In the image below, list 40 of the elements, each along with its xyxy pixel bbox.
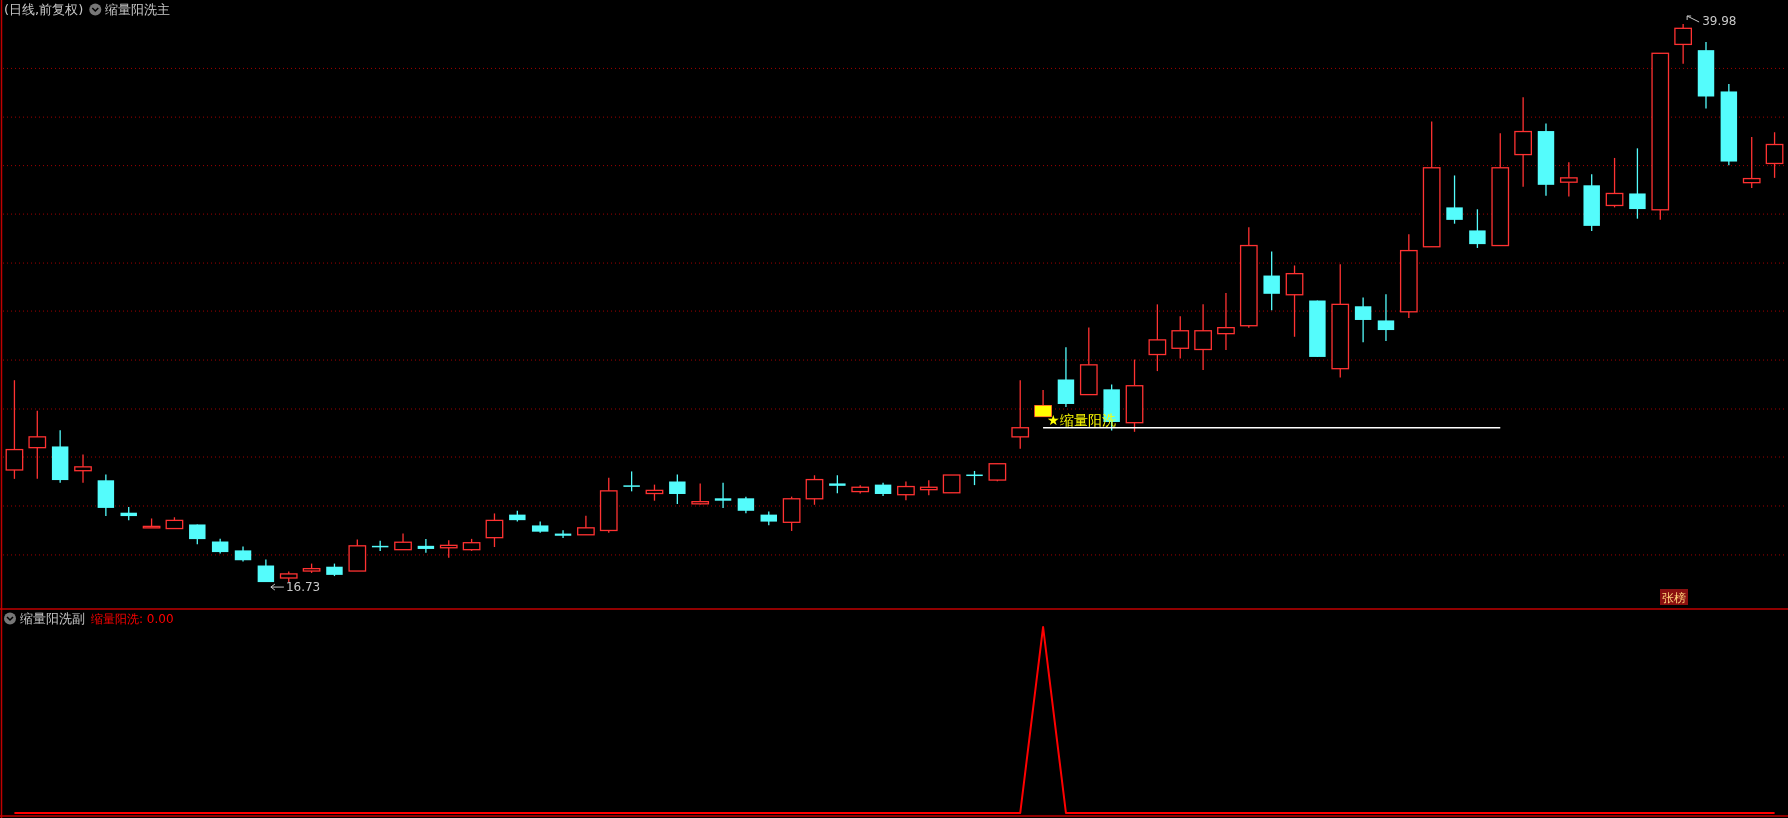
- annotation: 16.73: [285, 580, 321, 595]
- candlestick: [714, 482, 732, 509]
- candlestick: [1742, 136, 1761, 189]
- candlestick: [1148, 303, 1167, 372]
- candlestick: [691, 482, 710, 506]
- candlestick: [782, 495, 801, 532]
- candlestick: [1605, 157, 1624, 209]
- candlestick: [5, 379, 24, 480]
- candlestick: [623, 470, 640, 492]
- candlestick: [28, 410, 47, 480]
- candlestick: [1217, 292, 1235, 351]
- candlestick: [74, 453, 92, 484]
- candlestick: [189, 523, 206, 545]
- candlestick: [1514, 96, 1532, 188]
- candlestick: [1469, 208, 1486, 249]
- candlestick: [1377, 293, 1395, 342]
- candlestick: [897, 480, 915, 501]
- candlestick: [669, 473, 686, 505]
- candlestick: [1629, 147, 1646, 220]
- candlestick: [1354, 296, 1372, 343]
- candlestick: [1194, 303, 1212, 371]
- chart-subtitle: 缩量阳洗主: [105, 2, 171, 17]
- chart-title: 缩量阳洗副: [20, 611, 85, 626]
- chart-title: (日线,前复权): [4, 2, 84, 17]
- candlestick: [1171, 315, 1190, 360]
- candlestick: [1765, 131, 1784, 179]
- candlestick: [1263, 250, 1280, 312]
- note: 张榜: [1660, 589, 1688, 605]
- candlestick: [1011, 379, 1030, 450]
- candlestick: [1285, 264, 1304, 338]
- candlestick: [577, 515, 595, 536]
- candlestick: [1446, 174, 1463, 225]
- candlestick: [485, 512, 504, 548]
- candlestick: [805, 474, 824, 506]
- annotation: 39.98: [1702, 14, 1737, 28]
- text: 缩量阳洗: 0.00: [91, 612, 174, 626]
- candlestick: [417, 538, 435, 554]
- candlestick: [1674, 23, 1693, 65]
- candlestick: [829, 474, 846, 494]
- candlestick: [1559, 161, 1578, 198]
